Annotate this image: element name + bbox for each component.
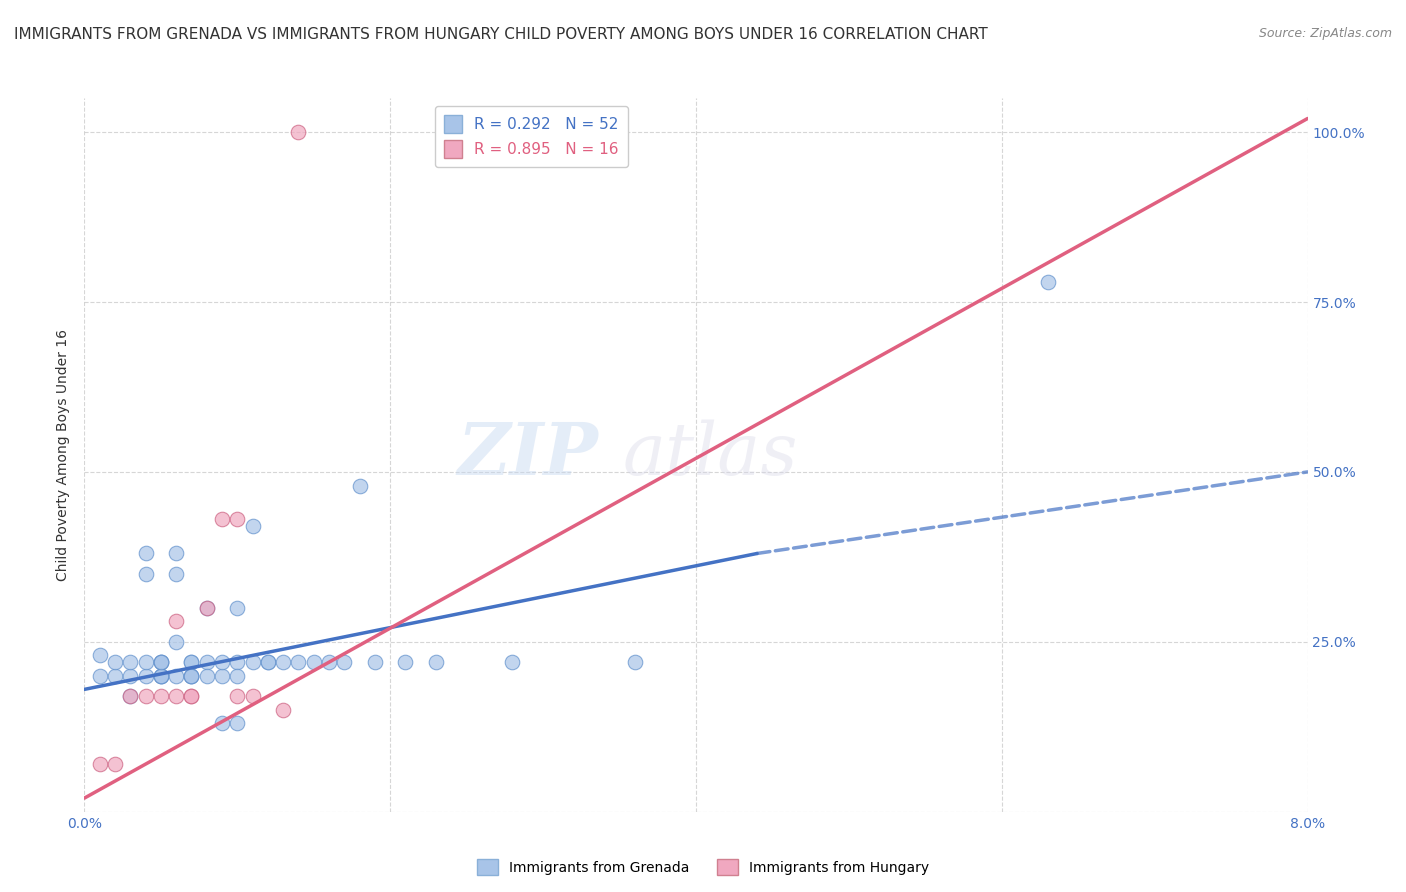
Point <box>104 655 127 669</box>
Point <box>120 689 142 703</box>
Point <box>149 669 172 683</box>
Legend: Immigrants from Grenada, Immigrants from Hungary: Immigrants from Grenada, Immigrants from… <box>471 854 935 880</box>
Point <box>257 655 280 669</box>
Point <box>165 669 187 683</box>
Point <box>349 478 371 492</box>
Point <box>394 655 416 669</box>
Point <box>89 648 111 663</box>
Text: IMMIGRANTS FROM GRENADA VS IMMIGRANTS FROM HUNGARY CHILD POVERTY AMONG BOYS UNDE: IMMIGRANTS FROM GRENADA VS IMMIGRANTS FR… <box>14 27 988 42</box>
Point <box>135 566 157 581</box>
Point <box>425 655 447 669</box>
Point <box>104 757 127 772</box>
Point <box>89 757 111 772</box>
Point <box>364 655 387 669</box>
Text: ZIP: ZIP <box>457 419 598 491</box>
Point <box>195 600 218 615</box>
Point <box>165 689 187 703</box>
Point <box>180 689 202 703</box>
Point <box>226 600 249 615</box>
Point <box>195 655 218 669</box>
Point <box>195 600 218 615</box>
Point <box>89 669 111 683</box>
Point <box>287 125 309 139</box>
Point <box>242 655 264 669</box>
Point <box>165 615 187 629</box>
Point <box>195 669 218 683</box>
Point <box>242 519 264 533</box>
Point <box>149 655 172 669</box>
Point <box>226 655 249 669</box>
Point <box>211 669 233 683</box>
Point <box>165 546 187 560</box>
Point <box>211 716 233 731</box>
Point <box>226 716 249 731</box>
Point <box>271 703 294 717</box>
Point <box>211 655 233 669</box>
Point <box>165 566 187 581</box>
Point <box>226 689 249 703</box>
Point <box>271 655 294 669</box>
Point <box>135 655 157 669</box>
Point <box>180 655 202 669</box>
Point <box>257 655 280 669</box>
Point <box>135 546 157 560</box>
Point <box>165 635 187 649</box>
Point <box>333 655 356 669</box>
Point <box>226 669 249 683</box>
Point <box>149 655 172 669</box>
Point <box>120 655 142 669</box>
Point <box>1036 275 1059 289</box>
Point <box>149 689 172 703</box>
Point <box>302 655 325 669</box>
Text: atlas: atlas <box>623 419 799 491</box>
Text: Source: ZipAtlas.com: Source: ZipAtlas.com <box>1258 27 1392 40</box>
Point <box>318 655 340 669</box>
Point <box>180 655 202 669</box>
Point <box>287 655 309 669</box>
Point <box>501 655 523 669</box>
Point <box>211 512 233 526</box>
Point <box>242 689 264 703</box>
Legend: R = 0.292   N = 52, R = 0.895   N = 16: R = 0.292 N = 52, R = 0.895 N = 16 <box>434 106 628 167</box>
Point <box>180 669 202 683</box>
Point <box>180 689 202 703</box>
Point <box>149 655 172 669</box>
Y-axis label: Child Poverty Among Boys Under 16: Child Poverty Among Boys Under 16 <box>56 329 70 581</box>
Point <box>149 669 172 683</box>
Point <box>120 669 142 683</box>
Point <box>135 669 157 683</box>
Point <box>180 669 202 683</box>
Point <box>624 655 647 669</box>
Point <box>120 689 142 703</box>
Point <box>226 512 249 526</box>
Point <box>149 669 172 683</box>
Point <box>104 669 127 683</box>
Point <box>180 669 202 683</box>
Point <box>135 689 157 703</box>
